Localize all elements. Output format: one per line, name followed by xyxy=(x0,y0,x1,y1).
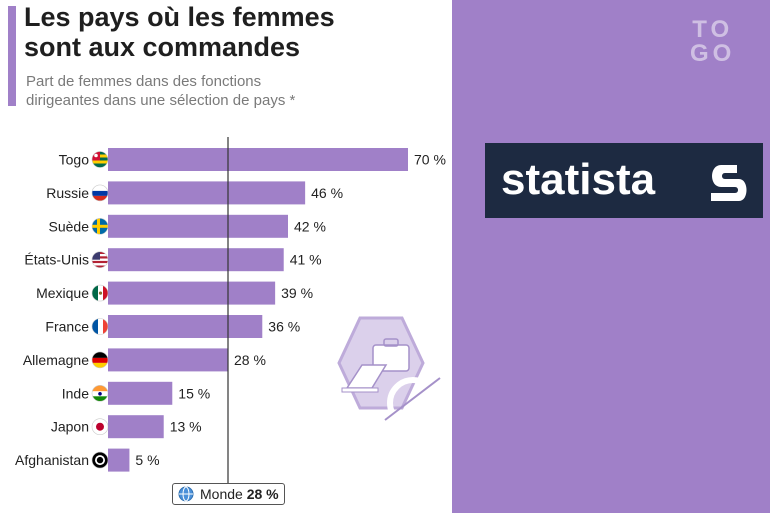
bar xyxy=(108,348,228,372)
statista-logo-icon xyxy=(711,165,747,201)
bar xyxy=(108,214,288,238)
world-label: Monde xyxy=(200,486,243,502)
country-label: Russie xyxy=(46,185,89,201)
flag-mexico-icon xyxy=(91,284,109,302)
value-label: 13 % xyxy=(170,419,202,435)
chart-subtitle: Part de femmes dans des fonctions dirige… xyxy=(26,72,406,110)
bar xyxy=(108,315,263,338)
togo-watermark: TO GO xyxy=(690,18,735,66)
flag-germany-icon xyxy=(91,351,109,369)
flag-india-icon xyxy=(91,384,109,402)
title-line-1: Les pays où les femmes xyxy=(24,2,335,32)
women-leadership-illustration xyxy=(337,316,441,462)
country-label: Japon xyxy=(51,419,89,435)
country-label: France xyxy=(45,319,89,335)
country-label: Mexique xyxy=(36,285,89,301)
bar xyxy=(108,148,408,171)
country-label: Inde xyxy=(62,385,89,401)
value-label: 41 % xyxy=(290,252,322,268)
watermark-line-2: GO xyxy=(690,40,736,67)
value-label: 42 % xyxy=(294,218,326,234)
title-accent-bar xyxy=(8,6,16,106)
flag-togo-icon xyxy=(91,151,109,168)
watermark-line-1: TO xyxy=(692,16,734,43)
world-average-badge: Monde 28 % xyxy=(172,483,285,505)
value-label: 70 % xyxy=(414,152,446,168)
statista-logo-box: statista xyxy=(485,143,763,218)
value-label: 5 % xyxy=(135,452,159,468)
branding-panel: TO GO statista xyxy=(452,0,770,513)
bar xyxy=(108,181,306,205)
value-label: 15 % xyxy=(178,385,210,401)
value-label: 46 % xyxy=(311,185,343,201)
country-label: Togo xyxy=(59,152,90,168)
flag-russia-icon xyxy=(91,184,109,202)
title-line-2: sont aux commandes xyxy=(24,32,301,62)
bar-chart: Togo 70 % Russie 46 % Suède 42 % États-Unis 41 … xyxy=(15,137,446,483)
country-label: États-Unis xyxy=(24,252,89,268)
bar xyxy=(108,281,276,305)
bar xyxy=(108,448,130,472)
bar xyxy=(108,415,164,439)
subtitle-line-1: Part de femmes dans des fonctions xyxy=(26,73,262,90)
laptop-icon xyxy=(341,364,388,393)
flag-afghanistan-icon xyxy=(91,451,109,469)
world-value: 28 % xyxy=(246,486,279,502)
country-label: Allemagne xyxy=(23,352,89,368)
flag-france-icon xyxy=(91,318,109,335)
country-label: Suède xyxy=(49,218,90,234)
country-label: Afghanistan xyxy=(15,452,89,468)
value-label: 39 % xyxy=(281,285,313,301)
page-title: Les pays où les femmes sont aux commande… xyxy=(24,2,335,62)
value-label: 28 % xyxy=(234,352,266,368)
statista-logo-text: statista xyxy=(501,155,656,204)
value-label: 36 % xyxy=(268,319,300,335)
flag-sweden-icon xyxy=(91,218,109,235)
subtitle-line-2: dirigeantes dans une sélection de pays * xyxy=(26,92,296,109)
bar xyxy=(108,381,173,405)
female-symbol-icon xyxy=(384,377,441,462)
globe-icon xyxy=(178,486,194,502)
bar xyxy=(108,248,284,272)
flag-usa-icon xyxy=(91,251,109,269)
chart-panel: Les pays où les femmes sont aux commande… xyxy=(8,2,446,505)
flag-japan-icon xyxy=(91,418,109,436)
